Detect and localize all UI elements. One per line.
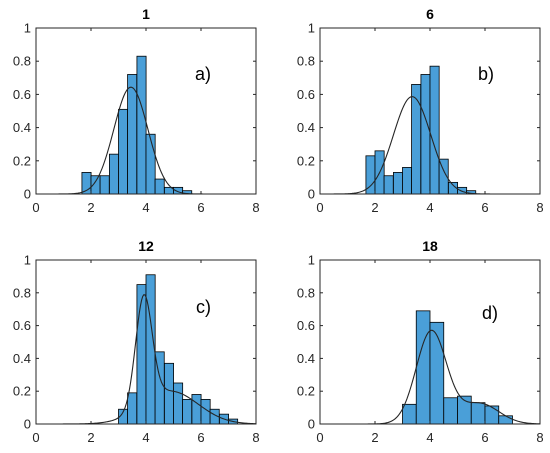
histogram-bar xyxy=(383,175,394,195)
y-tick-label: 0.8 xyxy=(13,54,31,69)
x-tick-label: 6 xyxy=(197,430,204,445)
y-tick-label: 1 xyxy=(308,253,315,268)
histogram-bar xyxy=(99,175,110,195)
subplot-1: 0 2 4 6 8 0 0.2 0.4 0.6 0.8 1 1 a) xyxy=(13,6,260,215)
panel-annotation: a) xyxy=(195,64,211,84)
histogram-bar xyxy=(127,392,138,425)
y-tick-label: 1 xyxy=(308,21,315,36)
histogram-bar xyxy=(154,178,165,195)
x-tick-label: 4 xyxy=(142,200,149,215)
x-tick-label: 2 xyxy=(371,200,378,215)
x-tick-label: 2 xyxy=(371,430,378,445)
histogram-bar xyxy=(415,310,431,425)
y-tick-label: 0 xyxy=(308,417,315,432)
x-tick-label: 8 xyxy=(536,200,543,215)
histogram-bar xyxy=(402,167,413,195)
y-tick-label: 0.4 xyxy=(13,351,31,366)
subplot-title: 6 xyxy=(426,6,434,22)
histogram-bar xyxy=(118,108,129,195)
histogram-bar xyxy=(393,172,403,195)
panel-annotation: c) xyxy=(196,297,211,317)
histogram-bar xyxy=(182,398,193,425)
histogram-bar xyxy=(443,397,458,425)
histogram-bar xyxy=(429,65,440,195)
panel-annotation: b) xyxy=(478,64,494,84)
x-tick-label: 2 xyxy=(87,430,94,445)
y-tick-label: 0.4 xyxy=(297,120,315,135)
y-tick-label: 0.4 xyxy=(13,120,31,135)
y-tick-label: 0.8 xyxy=(297,54,315,69)
y-tick-label: 0.2 xyxy=(13,384,31,399)
y-tick-label: 0.6 xyxy=(13,318,31,333)
histogram-bar xyxy=(136,284,147,425)
x-tick-label: 0 xyxy=(316,430,323,445)
y-tick-label: 1 xyxy=(24,253,31,268)
subplot-2: 0 2 4 6 8 0 0.2 0.4 0.6 0.8 1 6 b) xyxy=(297,6,544,215)
x-tick-label: 6 xyxy=(481,430,488,445)
y-tick-label: 0.6 xyxy=(13,87,31,102)
histogram-bar xyxy=(402,403,417,425)
histogram-bar xyxy=(498,415,513,425)
x-tick-label: 4 xyxy=(426,430,433,445)
x-tick-label: 0 xyxy=(32,200,39,215)
x-tick-label: 8 xyxy=(252,200,259,215)
y-tick-label: 0.6 xyxy=(297,87,315,102)
histogram-bar xyxy=(420,74,431,195)
x-tick-label: 0 xyxy=(316,200,323,215)
x-tick-label: 0 xyxy=(32,430,39,445)
y-tick-label: 0.4 xyxy=(297,351,315,366)
x-tick-label: 8 xyxy=(536,430,543,445)
histogram-bar xyxy=(109,153,119,195)
y-tick-label: 0 xyxy=(308,187,315,202)
histogram-bar xyxy=(470,402,486,425)
subplot-title: 12 xyxy=(138,238,154,254)
y-tick-label: 0 xyxy=(24,417,31,432)
histogram-bar xyxy=(136,55,147,195)
histogram-bar xyxy=(145,274,156,425)
x-tick-label: 4 xyxy=(426,200,433,215)
x-tick-label: 6 xyxy=(197,200,204,215)
x-tick-label: 4 xyxy=(142,430,149,445)
histogram-bar xyxy=(127,74,138,195)
y-tick-label: 0.8 xyxy=(297,285,315,300)
y-tick-label: 1 xyxy=(24,21,31,36)
y-tick-label: 0.2 xyxy=(297,384,315,399)
x-tick-label: 6 xyxy=(481,200,488,215)
y-tick-label: 0.2 xyxy=(13,153,31,168)
subplot-title: 18 xyxy=(422,238,438,254)
histogram-bar xyxy=(173,382,184,425)
subplot-title: 1 xyxy=(142,6,150,22)
histogram-bar xyxy=(191,394,202,425)
x-tick-label: 8 xyxy=(252,430,259,445)
y-tick-label: 0 xyxy=(24,187,31,202)
histogram-bar xyxy=(429,321,445,425)
y-tick-label: 0.2 xyxy=(297,153,315,168)
y-tick-label: 0.8 xyxy=(13,285,31,300)
histogram-bar xyxy=(484,405,500,425)
histogram-bar xyxy=(411,84,422,195)
histogram-bar xyxy=(145,133,156,195)
panel-annotation: d) xyxy=(482,303,498,323)
x-tick-label: 2 xyxy=(87,200,94,215)
y-tick-label: 0.6 xyxy=(297,318,315,333)
subplot-3: 0 2 4 6 8 0 0.2 0.4 0.6 0.8 1 12 c) xyxy=(13,238,260,445)
histogram-bar xyxy=(164,362,174,425)
subplot-4: 0 2 4 6 8 0 0.2 0.4 0.6 0.8 1 18 d) xyxy=(297,238,544,445)
